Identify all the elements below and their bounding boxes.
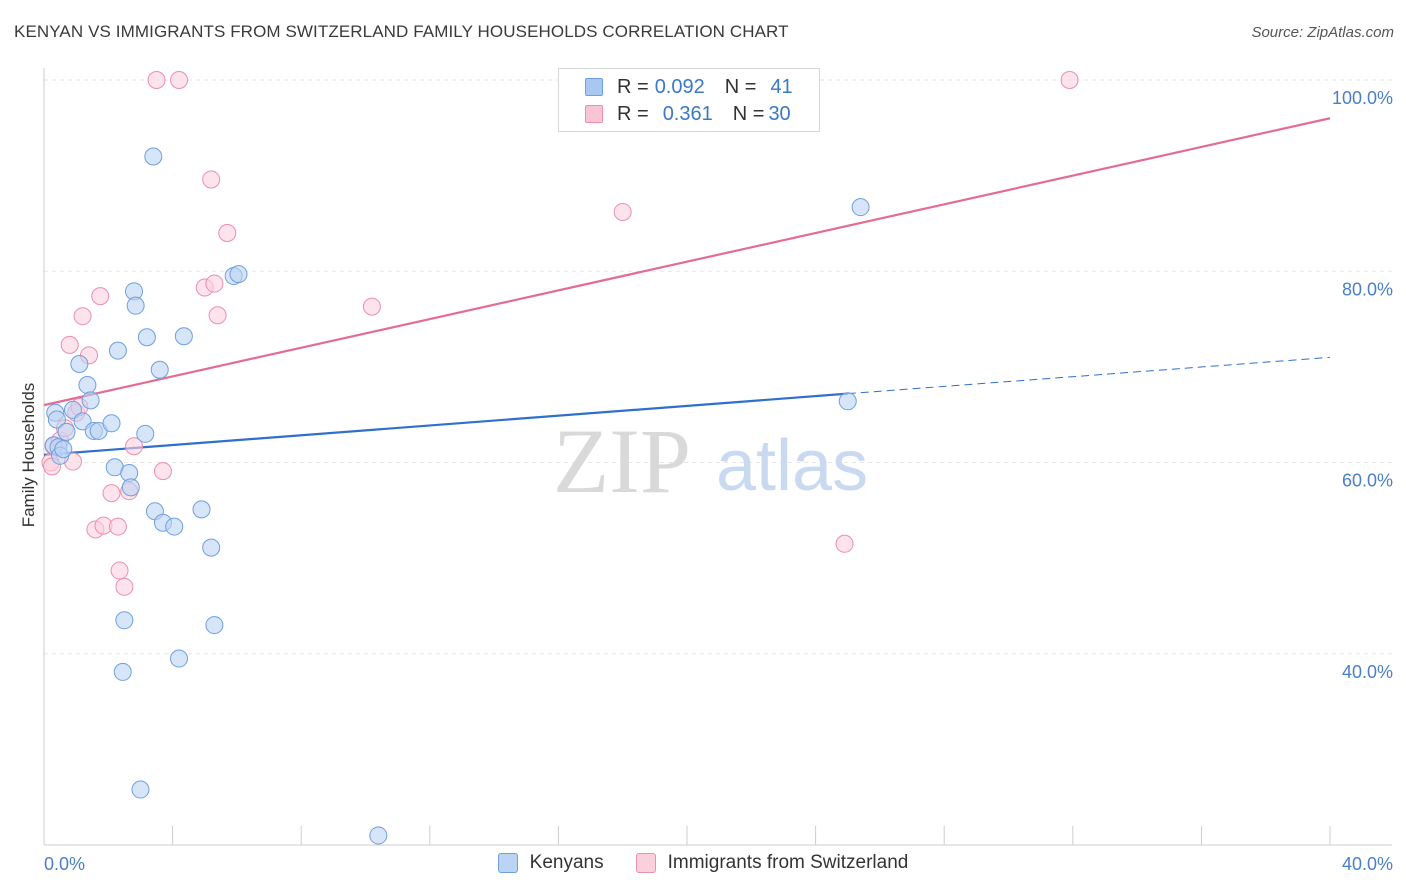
source-label: Source: ZipAtlas.com: [1251, 24, 1394, 41]
legend-n-value: 41: [770, 75, 793, 98]
data-point-switzerland: [108, 517, 127, 536]
legend-r-key: R =: [617, 75, 649, 98]
data-point-kenyans: [57, 422, 76, 441]
legend-swatch-switzerland: [635, 853, 656, 873]
data-point-kenyans: [192, 500, 211, 519]
legend-swatch-kenyans: [497, 853, 518, 873]
legend-n-key: N =: [732, 102, 765, 125]
data-point-switzerland: [91, 287, 110, 306]
data-point-kenyans: [102, 414, 121, 433]
legend-row-switzerland: R = 0.361 N = 30: [585, 102, 791, 126]
y-tick-label: 40.0%: [1342, 662, 1393, 682]
data-point-kenyans: [70, 355, 89, 374]
data-point-switzerland: [115, 577, 134, 596]
x-tick-label: 0.0%: [44, 854, 85, 874]
data-point-switzerland: [613, 202, 632, 221]
data-point-kenyans: [78, 376, 97, 395]
data-point-kenyans: [170, 649, 189, 668]
legend-item-kenyans: Kenyans: [497, 852, 604, 874]
data-points: [41, 71, 1079, 845]
data-point-kenyans: [136, 424, 155, 443]
data-point-kenyans: [131, 780, 150, 799]
data-point-switzerland: [153, 462, 172, 481]
trend-line-kenyans-extension: [847, 356, 1331, 395]
data-point-switzerland: [102, 484, 121, 503]
data-point-switzerland: [835, 534, 854, 553]
data-point-kenyans: [202, 538, 221, 557]
data-point-kenyans: [851, 198, 870, 217]
watermark-atlas: atlas: [716, 426, 868, 506]
data-point-kenyans: [174, 327, 193, 346]
legend-swatch-kenyans: [585, 78, 603, 96]
watermark-zip: ZIP: [553, 410, 691, 512]
data-point-kenyans: [369, 826, 388, 845]
data-point-kenyans: [205, 616, 224, 635]
data-point-switzerland: [202, 170, 221, 189]
data-point-kenyans: [229, 265, 248, 284]
legend-label-kenyans: Kenyans: [529, 852, 604, 873]
data-point-switzerland: [205, 274, 224, 293]
tick-labels: 40.0% 60.0% 80.0% 100.0% 0.0% 40.0%: [44, 88, 1393, 874]
data-point-kenyans: [108, 341, 127, 360]
data-point-kenyans: [54, 440, 73, 459]
stats-legend: R = 0.092 N = 41 R = 0.361 N = 30: [558, 68, 820, 132]
legend-swatch-switzerland: [585, 105, 603, 123]
grid-lines: [44, 79, 1392, 655]
data-point-switzerland: [208, 306, 227, 325]
trend-lines: [43, 117, 1331, 456]
data-point-kenyans: [115, 611, 134, 630]
x-tick-label: 40.0%: [1342, 854, 1393, 874]
data-point-switzerland: [170, 71, 189, 89]
y-tick-label: 100.0%: [1332, 88, 1393, 108]
legend-r-value: 0.361: [662, 102, 713, 125]
legend-item-switzerland: Immigrants from Switzerland: [635, 852, 909, 874]
data-point-kenyans: [144, 147, 163, 166]
data-point-kenyans: [121, 478, 140, 497]
data-point-kenyans: [165, 517, 184, 536]
legend-row-kenyans: R = 0.092 N = 41: [585, 75, 793, 99]
data-point-kenyans: [150, 360, 169, 379]
data-point-switzerland: [60, 335, 79, 354]
data-point-switzerland: [110, 561, 129, 580]
trend-line-kenyans: [43, 392, 848, 456]
data-point-kenyans: [113, 662, 132, 681]
legend-n-key: N =: [724, 75, 757, 98]
data-point-kenyans: [838, 392, 857, 411]
series-legend: Kenyans Immigrants from Switzerland: [0, 852, 1406, 874]
data-point-switzerland: [73, 307, 92, 326]
data-point-switzerland: [1060, 71, 1079, 89]
data-point-switzerland: [147, 71, 166, 89]
data-point-kenyans: [137, 328, 156, 347]
data-point-kenyans: [81, 391, 100, 410]
y-axis-label: Family Households: [19, 383, 38, 528]
legend-n-value: 30: [768, 102, 791, 125]
y-tick-label: 80.0%: [1342, 279, 1393, 299]
data-point-kenyans: [126, 296, 145, 315]
data-point-switzerland: [362, 297, 381, 316]
data-point-kenyans: [47, 410, 66, 429]
watermark: ZIP atlas: [553, 410, 868, 512]
legend-r-key: R =: [617, 102, 649, 125]
y-tick-label: 60.0%: [1342, 471, 1393, 491]
legend-label-switzerland: Immigrants from Switzerland: [667, 852, 909, 873]
data-point-switzerland: [218, 224, 237, 242]
data-point-switzerland: [125, 437, 144, 456]
data-point-kenyans: [63, 400, 82, 419]
chart-title: KENYAN VS IMMIGRANTS FROM SWITZERLAND FA…: [14, 22, 789, 41]
trend-line-switzerland: [43, 117, 1331, 407]
legend-r-value: 0.092: [654, 75, 705, 98]
